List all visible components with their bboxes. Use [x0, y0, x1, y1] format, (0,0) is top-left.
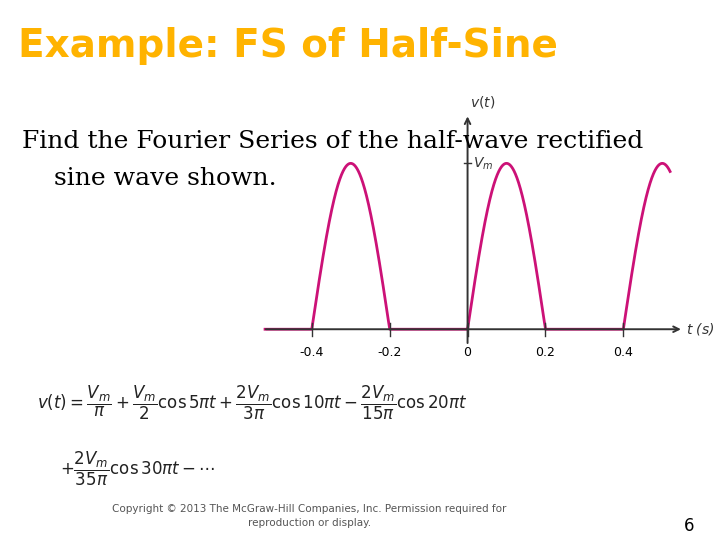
Text: -0.2: -0.2	[377, 346, 402, 359]
Text: Copyright © 2013 The McGraw-Hill Companies, Inc. Permission required for
reprodu: Copyright © 2013 The McGraw-Hill Compani…	[112, 504, 507, 528]
Text: -0.4: -0.4	[300, 346, 324, 359]
Text: $+ \dfrac{2V_m}{35\pi}\cos 30\pi t - \cdots$: $+ \dfrac{2V_m}{35\pi}\cos 30\pi t - \cd…	[60, 450, 216, 488]
Text: 0: 0	[464, 346, 472, 359]
Text: Find the Fourier Series of the half-wave rectified: Find the Fourier Series of the half-wave…	[22, 130, 643, 153]
Text: 0.2: 0.2	[536, 346, 555, 359]
Text: 6: 6	[684, 517, 695, 535]
Text: $V_m$: $V_m$	[474, 155, 494, 172]
Text: $t$ (s): $t$ (s)	[686, 321, 715, 338]
Text: 0.4: 0.4	[613, 346, 634, 359]
Text: $v(t) = \dfrac{V_m}{\pi} + \dfrac{V_m}{2}\cos 5\pi t + \dfrac{2V_m}{3\pi}\cos 10: $v(t) = \dfrac{V_m}{\pi} + \dfrac{V_m}{2…	[37, 383, 467, 422]
Text: $v(t)$: $v(t)$	[469, 94, 495, 110]
Text: Example: FS of Half-Sine: Example: FS of Half-Sine	[18, 27, 558, 65]
Text: sine wave shown.: sine wave shown.	[22, 167, 276, 191]
